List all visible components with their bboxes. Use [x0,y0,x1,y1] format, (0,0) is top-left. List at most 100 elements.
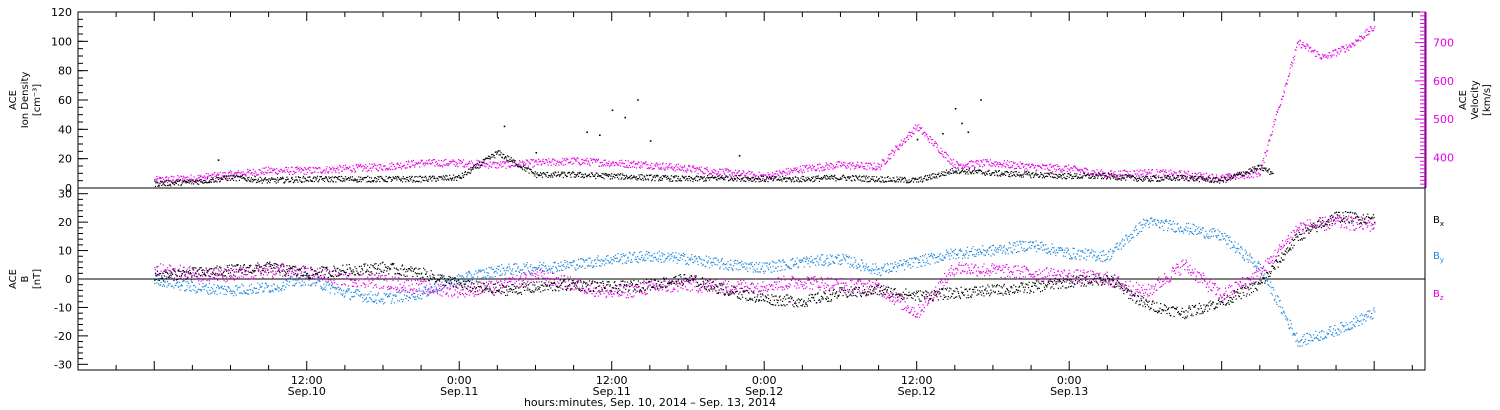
density-series-point [1162,178,1164,180]
velocity-series-point [303,173,305,175]
velocity-series-point [1285,82,1288,84]
velocity-series-point [679,165,681,167]
by-series-point [510,273,512,275]
density-series-point [646,175,648,177]
velocity-series-point [655,163,657,165]
density-series-point [610,175,612,177]
density-series-point [201,181,204,183]
by-series-point [365,297,367,299]
density-series-point [626,175,628,177]
by-series-point [415,298,417,300]
density-series-point [204,180,206,182]
density-series-point [804,180,807,182]
velocity-series-point [890,158,892,160]
velocity-series-point [689,169,692,171]
velocity-series-point [1001,166,1003,168]
velocity-series-point [731,174,733,176]
by-series-point [421,292,423,294]
by-series-point [475,270,477,272]
velocity-series-point [394,168,396,171]
by-series-point [334,293,336,295]
velocity-series-point [1331,54,1333,56]
velocity-series-point [1202,176,1204,178]
density-series-point [925,178,927,180]
velocity-series-point [834,167,836,169]
velocity-series-point [901,144,903,146]
density-series-point [256,181,258,183]
density-series-point [1270,171,1272,173]
velocity-series-point [216,174,218,176]
density-series-point [912,177,914,179]
density-series-point [1052,177,1054,179]
density-series-point [736,180,738,182]
velocity-series-point [1180,170,1182,172]
by-series-point [806,258,808,260]
density-series-point [999,175,1002,177]
by-series-point [353,295,355,297]
density-series-point [1049,172,1051,174]
velocity-series-point [1021,163,1023,166]
density-series-point [667,175,669,177]
by-series-point [204,285,206,287]
density-series-point [943,171,945,173]
by-series-point [630,261,632,263]
by-series-point [646,253,648,255]
density-series-point [539,175,541,177]
density-series-point [384,179,386,181]
by-series-point [708,267,711,269]
velocity-series-point [1183,170,1185,172]
density-series-point [860,176,862,178]
velocity-series-point [484,165,486,167]
by-series-point [419,294,421,296]
density-series-point [390,177,392,179]
velocity-series-point [998,166,1000,168]
density-series-point [717,176,719,178]
by-series-point [219,287,221,289]
velocity-series-point [154,181,157,183]
velocity-series-point [1044,168,1046,170]
by-series-point [439,290,441,292]
by-series-point [755,271,757,273]
by-series-point [505,270,507,272]
density-series-point [196,183,198,185]
velocity-series-point [740,173,742,175]
velocity-series-point [576,160,578,162]
velocity-series-point [1287,75,1289,78]
density-series-point [1221,179,1223,182]
velocity-series-point [403,164,406,166]
velocity-series-point [416,163,418,165]
density-series-point [439,176,441,178]
density-series-point [503,154,505,156]
velocity-series-point [563,159,565,161]
density-series-point [852,175,854,177]
by-series-point [763,272,765,274]
velocity-series-point [640,165,642,167]
by-series-point [390,302,392,304]
velocity-series-point [820,167,822,169]
velocity-series-point [236,173,238,175]
density-series-point [430,176,432,179]
velocity-series-point [729,170,732,172]
by-series-point [754,270,756,272]
velocity-series-point [560,163,563,165]
velocity-series-point [363,168,365,170]
density-series-point [181,182,183,184]
velocity-series-point [710,173,712,175]
velocity-series-point [1184,171,1186,174]
velocity-series-point [1258,173,1260,175]
density-series-point [869,180,871,183]
density-series-point [1230,174,1232,176]
velocity-series-point [606,163,608,165]
density-series-point [1183,179,1185,181]
velocity-series-point [1056,164,1058,166]
density-series-point [801,181,803,183]
velocity-series-point [437,162,439,164]
density-series-point [401,177,403,180]
density-outlier-point [624,116,627,119]
density-series-point [1006,171,1009,173]
density-series-point [1184,175,1186,177]
density-series-point [665,175,667,177]
by-series-point [714,257,716,259]
density-series-point [1210,181,1212,183]
density-series-point [1062,174,1064,176]
